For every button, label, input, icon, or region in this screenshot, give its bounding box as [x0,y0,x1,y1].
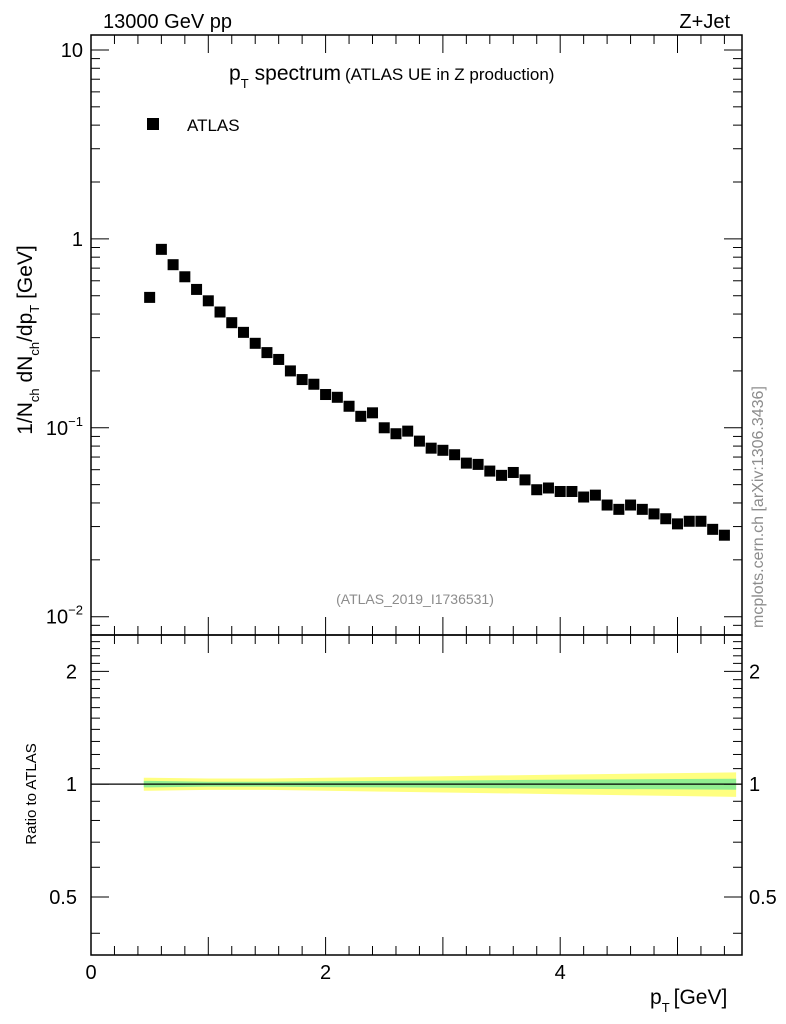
data-point [613,503,625,515]
data-point [437,444,449,456]
data-point [167,259,179,271]
data-point [413,435,425,447]
y-tick-label-0.1: 10−1 [46,414,83,440]
data-point [249,337,261,349]
y-tick-label-exponent: −2 [68,603,83,618]
data-point [343,400,355,412]
data-point [472,458,484,470]
analysis-watermark: (ATLAS_2019_I1736531) [336,591,494,607]
x-axis-label: pT [GeV] [650,986,727,1015]
data-point [284,365,296,377]
data-point [578,491,590,503]
side-source-label: mcplots.cern.ch [arXiv:1306.3436] [750,386,767,628]
y-tick-label-base: 10 [46,418,68,440]
data-point [261,347,273,359]
legend-label-atlas: ATLAS [187,116,240,135]
series-atlas-points [144,243,730,541]
data-point [308,378,320,390]
header-right: Z+Jet [679,11,730,33]
data-point [718,529,730,541]
data-point [191,283,203,295]
chart-title-main: spectrum [255,62,341,85]
data-point [367,407,379,419]
ratio-plot-frame [90,634,743,956]
data-point [179,271,191,283]
data-point [707,523,719,535]
y-axis-label: 1/Nch dNch/dpT [GeV] [14,245,42,435]
ratio-tick-label-0.5: 0.5 [49,887,77,909]
ratio-tick-label-2: 2 [66,661,77,683]
data-point [683,515,695,527]
data-point [355,410,367,422]
chart-title: pT spectrum (ATLAS UE in Z production) [229,62,554,91]
data-point [378,422,390,434]
x-tick-label-2: 2 [320,962,331,984]
ratio-tick-label-1: 1 [66,774,77,796]
data-point [214,306,226,318]
chart-title-sub: (ATLAS UE in Z production) [345,65,554,84]
data-point [496,469,508,481]
data-point [566,485,578,497]
header-left: 13000 GeV pp [103,11,232,33]
data-point [425,442,437,454]
y-tick-label-base: 10 [46,607,68,629]
data-point [402,425,414,437]
main-axis-ticks [91,49,742,636]
data-point [589,489,601,501]
data-point [390,428,402,440]
legend-marker-atlas [147,118,159,130]
data-point [296,374,308,386]
ratio-tick-label-right-2: 2 [749,661,760,683]
ratio-tick-label-right-0.5: 0.5 [749,887,777,909]
data-point [273,353,285,365]
data-point [202,295,214,307]
data-point [449,449,461,461]
data-point [519,474,531,486]
x-tick-label-0: 0 [85,962,96,984]
data-point [155,243,167,255]
data-point [660,513,672,525]
data-point [601,499,613,511]
y-tick-label-exponent: −1 [68,414,83,429]
ratio-axis-ticks [91,634,742,934]
data-point [554,485,566,497]
data-point [331,391,343,403]
data-point [144,291,156,303]
data-point [226,317,238,329]
y-tick-label-10: 10 [61,40,83,62]
data-point [460,457,472,469]
data-point [695,515,707,527]
x-tick-label-4: 4 [555,962,566,984]
x-axis-ticks [90,35,725,955]
y-tick-label-1: 1 [72,229,83,251]
data-point [648,508,660,520]
data-point [542,482,554,494]
data-point [636,503,648,515]
data-point [531,484,543,496]
ratio-y-axis-label: Ratio to ATLAS [23,743,40,844]
data-point [484,465,496,477]
data-point [671,518,683,530]
y-tick-label-0.01: 10−2 [46,603,83,629]
data-point [625,499,637,511]
data-point [320,389,332,401]
data-point [237,326,249,338]
data-point [507,466,519,478]
ratio-tick-label-right-1: 1 [749,774,760,796]
